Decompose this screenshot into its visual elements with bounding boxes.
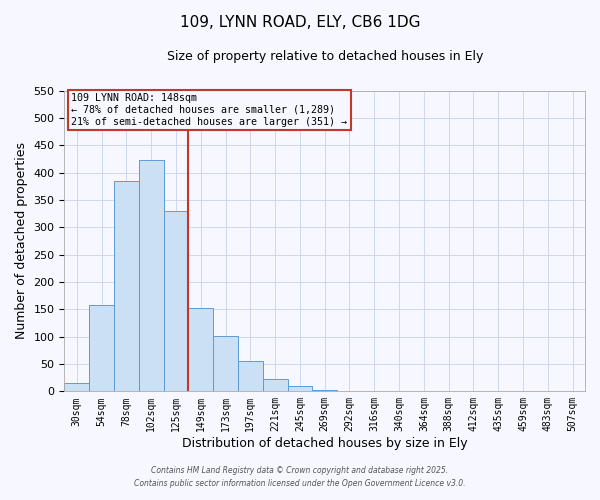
- Bar: [238, 362, 263, 392]
- Text: 109 LYNN ROAD: 148sqm
← 78% of detached houses are smaller (1,289)
21% of semi-d: 109 LYNN ROAD: 148sqm ← 78% of detached …: [71, 94, 347, 126]
- Text: Contains HM Land Registry data © Crown copyright and database right 2025.
Contai: Contains HM Land Registry data © Crown c…: [134, 466, 466, 487]
- Bar: [263, 380, 287, 392]
- Bar: [313, 390, 337, 392]
- Bar: [64, 383, 89, 392]
- Title: Size of property relative to detached houses in Ely: Size of property relative to detached ho…: [167, 50, 483, 63]
- Bar: [337, 391, 362, 392]
- Bar: [114, 181, 139, 392]
- Bar: [188, 308, 213, 392]
- Bar: [287, 386, 313, 392]
- Bar: [139, 160, 164, 392]
- Bar: [164, 211, 188, 392]
- Bar: [436, 391, 461, 392]
- X-axis label: Distribution of detached houses by size in Ely: Distribution of detached houses by size …: [182, 437, 467, 450]
- Bar: [213, 336, 238, 392]
- Text: 109, LYNN ROAD, ELY, CB6 1DG: 109, LYNN ROAD, ELY, CB6 1DG: [180, 15, 420, 30]
- Bar: [89, 306, 114, 392]
- Y-axis label: Number of detached properties: Number of detached properties: [15, 142, 28, 340]
- Bar: [362, 391, 386, 392]
